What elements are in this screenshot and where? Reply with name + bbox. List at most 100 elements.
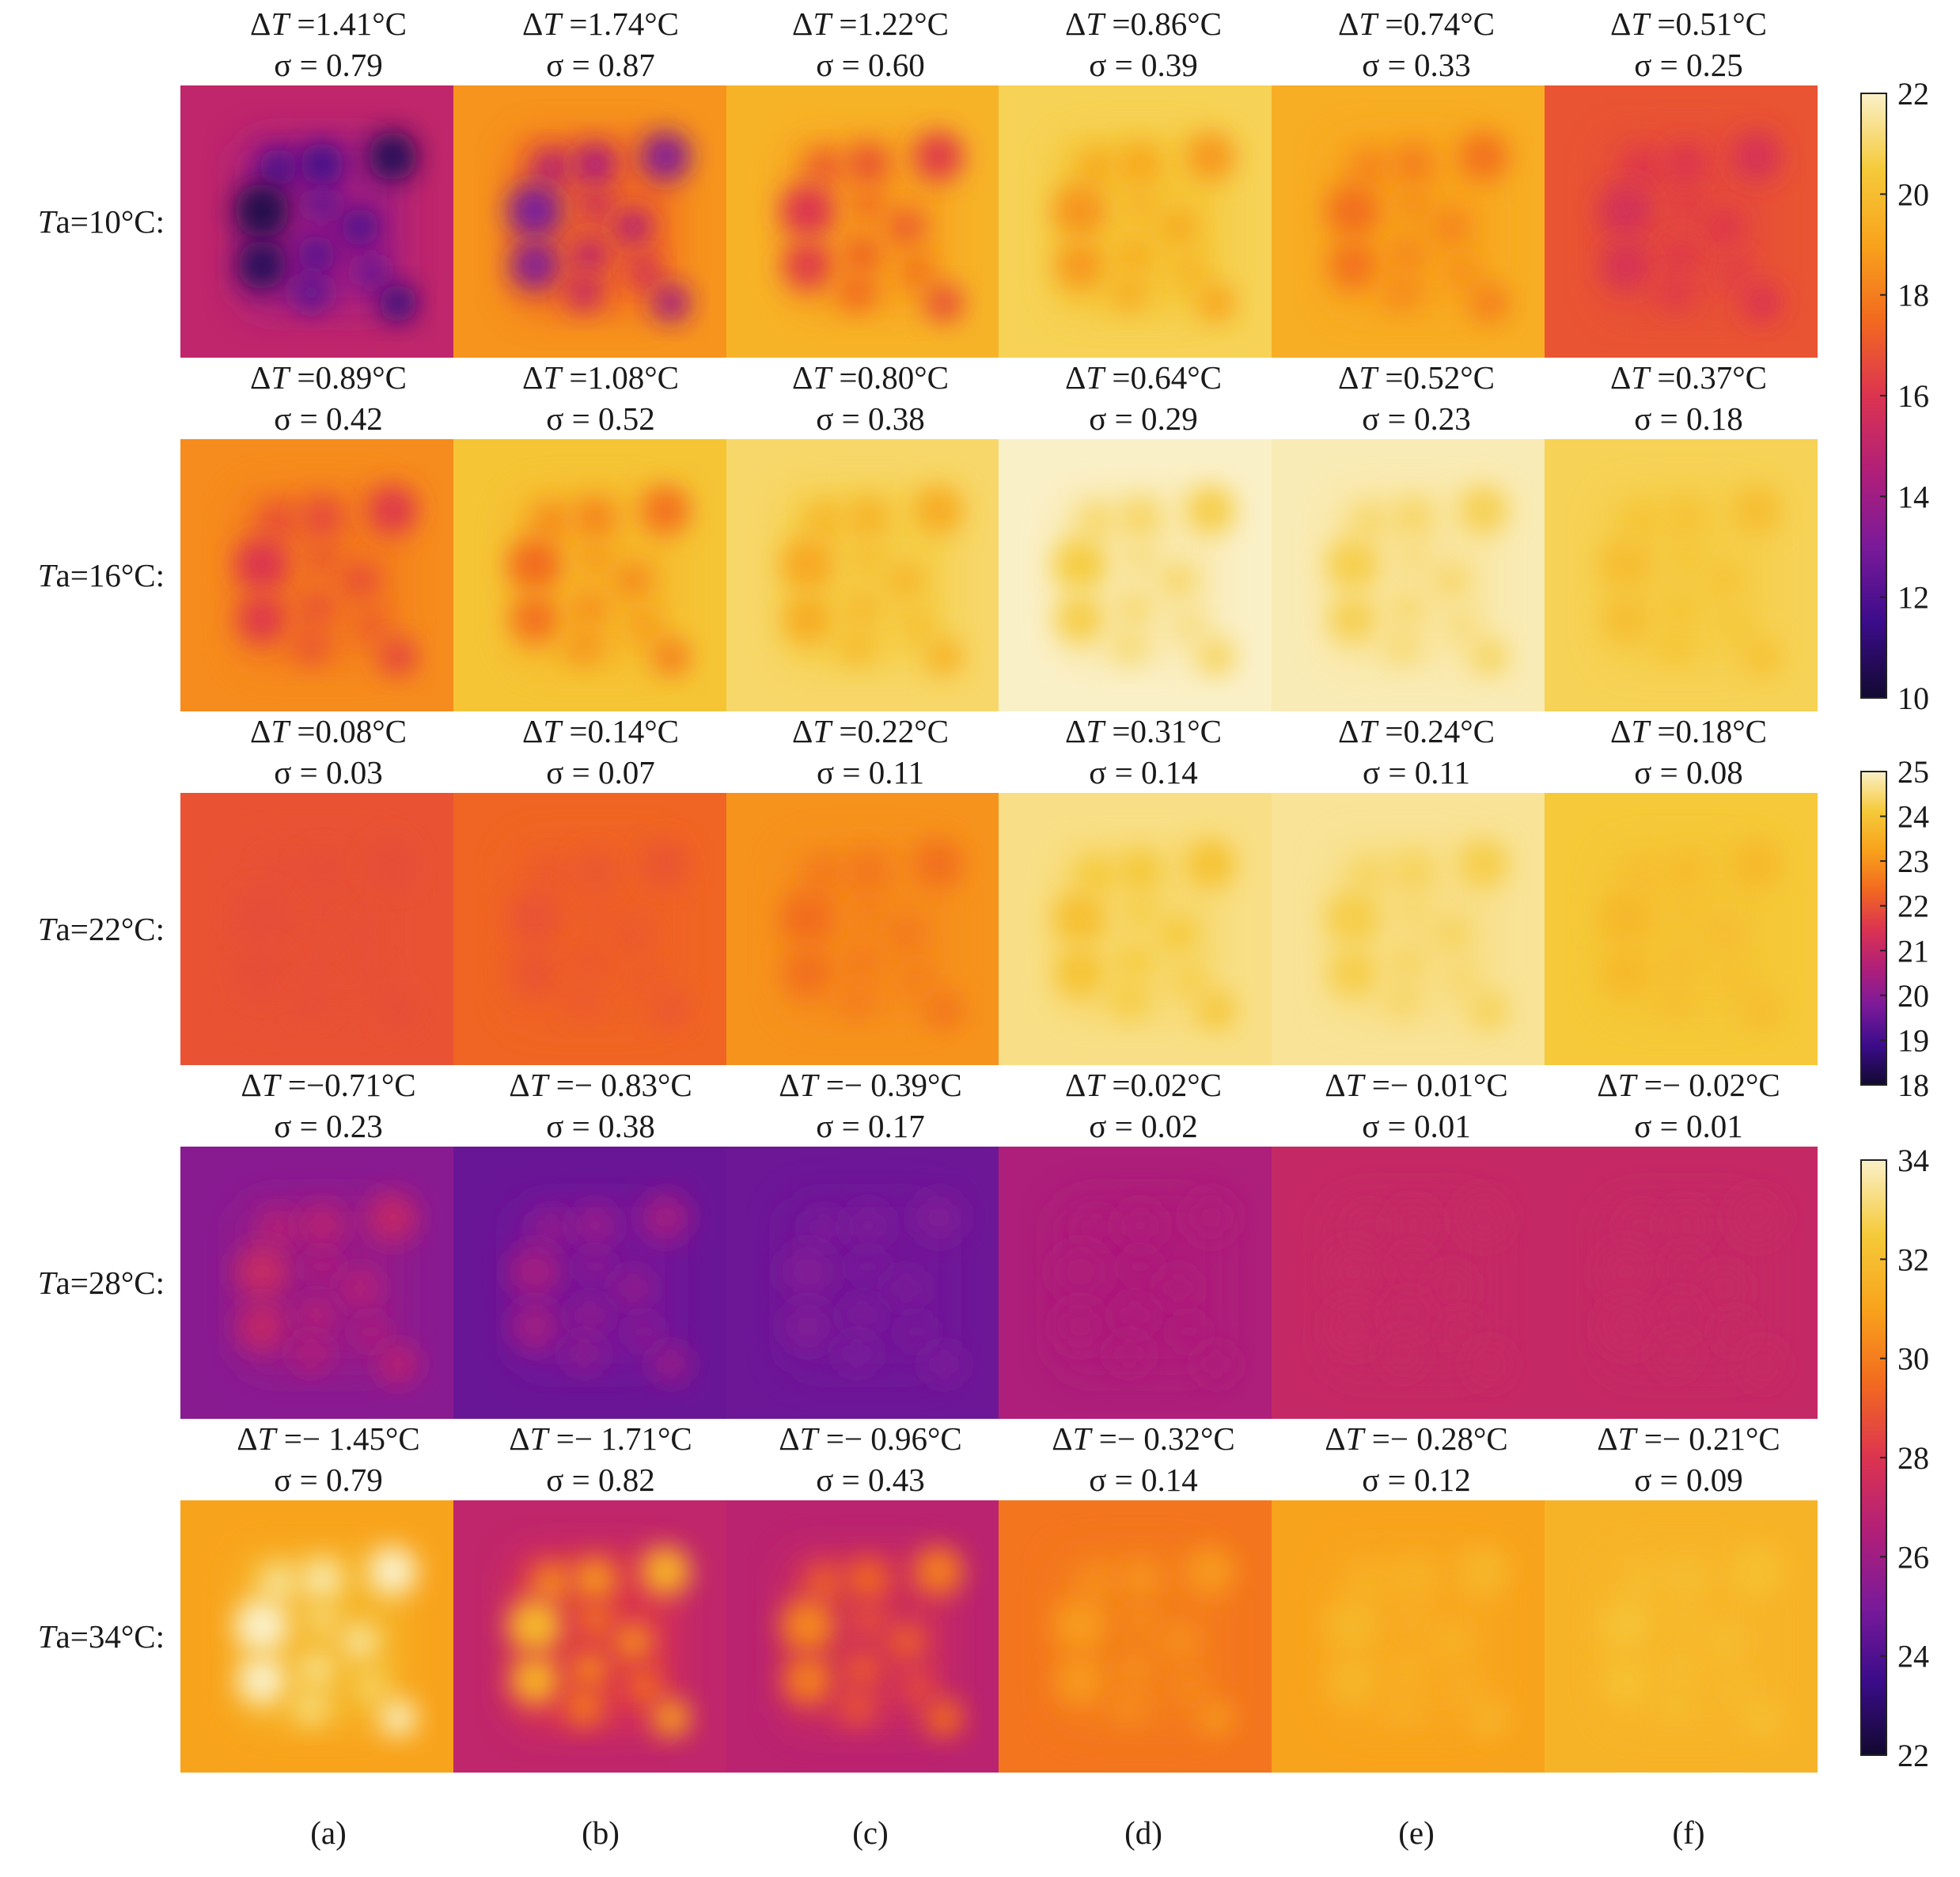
thermal-spot <box>1350 502 1389 540</box>
thermal-spot <box>1186 131 1236 181</box>
thermal-spot <box>914 1546 964 1596</box>
thermal-spot <box>578 1249 612 1283</box>
thermal-spot <box>1124 1603 1157 1636</box>
thermal-spot <box>1383 980 1422 1019</box>
thermal-spot <box>1446 1669 1479 1702</box>
thermal-spot <box>507 1598 563 1653</box>
thermal-spot <box>1661 942 1700 981</box>
thermal-spot <box>570 235 609 274</box>
row-label: Ta=22°C: <box>38 911 165 947</box>
thermal-spot <box>354 1669 388 1702</box>
thermal-spot <box>846 142 890 187</box>
thermal-spot <box>1329 241 1378 290</box>
thermal-spot <box>1124 896 1157 929</box>
thermal-spot <box>851 1603 885 1636</box>
thermal-spot <box>368 839 418 889</box>
thermal-spot <box>1732 839 1782 889</box>
thermal-panel <box>726 439 999 711</box>
thermal-spot <box>1431 1268 1471 1307</box>
thermal-spot <box>886 1268 926 1307</box>
thermal-spot <box>1173 254 1206 287</box>
thermal-spot <box>1719 961 1752 995</box>
thermal-spot <box>780 183 836 238</box>
colorbar-tick-label: 16 <box>1897 378 1929 414</box>
thermal-spot <box>851 188 885 222</box>
delta-t-label: ΔT =− 0.96°C <box>779 1420 961 1457</box>
colorbar-tick-label: 18 <box>1897 1067 1929 1103</box>
colorbar-tick-label: 14 <box>1897 479 1929 514</box>
panel-label: (e) <box>1398 1814 1435 1851</box>
thermal-spot <box>510 241 560 290</box>
thermal-spot <box>340 207 380 246</box>
thermal-spot <box>1743 638 1782 677</box>
thermal-spot <box>578 1603 612 1636</box>
thermal-spot <box>1431 1622 1471 1661</box>
thermal-spot <box>234 1244 290 1299</box>
delta-t-label: ΔT =0.31°C <box>1065 713 1222 749</box>
thermal-spot <box>613 1622 653 1661</box>
delta-t-label: ΔT =0.22°C <box>792 713 949 749</box>
thermal-spot <box>1383 627 1422 665</box>
thermal-spot <box>900 961 934 995</box>
colorbar-tick-label: 25 <box>1897 754 1929 790</box>
thermal-spot <box>1197 992 1236 1030</box>
thermal-spot <box>578 188 612 222</box>
thermal-spot <box>1598 1598 1654 1653</box>
thermal-spot <box>1124 1249 1157 1283</box>
thermal-spot <box>1118 1204 1162 1248</box>
thermal-spot <box>1329 594 1378 643</box>
thermal-panel <box>180 1147 453 1419</box>
thermal-spot <box>292 273 331 312</box>
delta-t-label: ΔT =0.14°C <box>522 713 679 749</box>
sigma-label: σ = 0.11 <box>817 754 924 791</box>
thermal-spot <box>1052 1598 1108 1653</box>
thermal-panel <box>453 439 726 711</box>
panel-label: (a) <box>310 1814 347 1851</box>
thermal-spot <box>1446 961 1479 995</box>
thermal-spot <box>1350 148 1389 187</box>
thermal-spot <box>354 1315 388 1348</box>
thermal-panel <box>1545 1500 1818 1773</box>
thermal-spot <box>573 496 617 540</box>
thermal-spot <box>900 1315 934 1348</box>
thermal-spot <box>1197 1345 1236 1384</box>
thermal-spot <box>1743 992 1782 1030</box>
thermal-spot <box>1743 1699 1782 1738</box>
thermal-spot <box>652 638 691 677</box>
thermal-spot <box>354 608 388 641</box>
thermal-spot <box>613 207 653 246</box>
thermal-spot <box>1186 839 1236 889</box>
colorbar-tick-label: 21 <box>1897 933 1929 969</box>
thermal-spot <box>783 241 833 290</box>
sigma-label: σ = 0.11 <box>1363 754 1470 791</box>
thermal-spot <box>532 855 571 894</box>
thermal-spot <box>259 855 298 894</box>
thermal-spot <box>305 1249 339 1283</box>
thermal-spot <box>783 1302 833 1352</box>
thermal-spot <box>851 1249 885 1283</box>
sigma-label: σ = 0.25 <box>1634 47 1742 83</box>
thermal-spot <box>297 1650 336 1689</box>
thermal-spot <box>1431 207 1471 246</box>
delta-t-label: ΔT =− 0.21°C <box>1597 1420 1780 1457</box>
thermal-spot <box>1056 1302 1105 1352</box>
thermal-spot <box>234 537 290 592</box>
thermal-spot <box>1623 502 1662 540</box>
thermal-spot <box>1602 948 1651 998</box>
thermal-spot <box>532 1209 571 1248</box>
thermal-spot <box>379 1345 418 1384</box>
heatmap-grid <box>180 85 1818 1773</box>
thermal-spot <box>641 839 691 889</box>
thermal-spot <box>1656 1688 1695 1727</box>
delta-t-label: ΔT =0.80°C <box>792 359 949 396</box>
thermal-spot <box>1391 1557 1435 1602</box>
thermal-spot <box>1431 561 1471 600</box>
sigma-label: σ = 0.01 <box>1634 1108 1742 1144</box>
thermal-spot <box>379 284 418 323</box>
sigma-label: σ = 0.79 <box>274 1462 382 1498</box>
delta-t-label: ΔT =1.74°C <box>522 6 679 42</box>
thermal-spot <box>925 992 964 1030</box>
thermal-spot <box>914 485 964 535</box>
thermal-spot <box>368 485 418 535</box>
thermal-spot <box>1388 942 1427 981</box>
